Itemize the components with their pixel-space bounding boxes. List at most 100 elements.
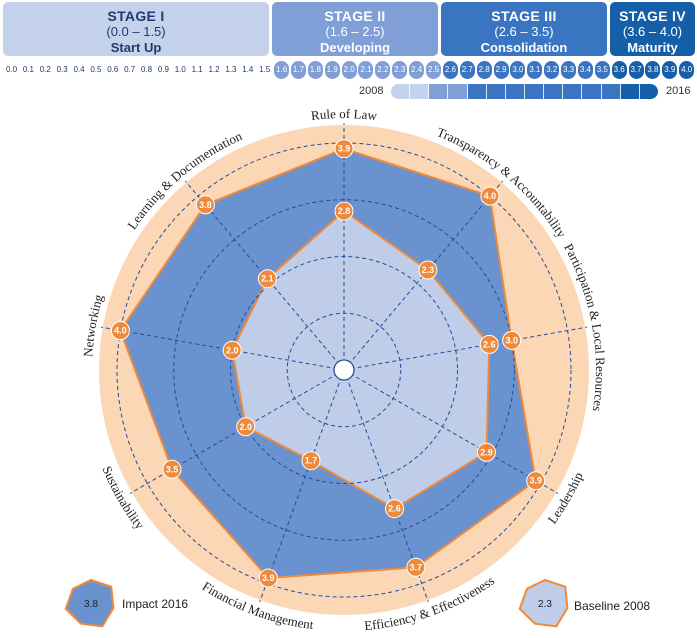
scale-tick: 2.3	[392, 61, 408, 79]
stage-2-title: STAGE II	[324, 8, 386, 24]
scale-tick: 0.5	[88, 61, 104, 79]
stage-4-range: (3.6 – 4.0)	[622, 24, 683, 39]
scale-tick: 1.8	[307, 61, 323, 79]
scale-tick: 1.7	[290, 61, 306, 79]
timeline-segment	[563, 84, 583, 99]
impact-value-label: 3.8	[199, 200, 212, 210]
baseline-value-marker	[257, 269, 277, 289]
timeline-start-label: 2008	[359, 85, 384, 97]
axis-label-text: Rule of Law	[310, 106, 378, 123]
stage-4-box: STAGE IV (3.6 – 4.0) Maturity	[610, 2, 695, 56]
baseline-value-marker	[236, 417, 256, 437]
scale-tick: 3.2	[544, 61, 560, 79]
stage-3-box: STAGE III (2.6 – 3.5) Consolidation	[441, 2, 607, 56]
impact-value-label: 3.9	[262, 573, 275, 583]
scale-tick: 3.1	[527, 61, 543, 79]
scale-tick: 2.6	[442, 61, 458, 79]
timeline-bar	[391, 84, 658, 99]
impact-value-marker	[162, 459, 182, 479]
scale-tick: 1.4	[240, 61, 256, 79]
scale-tick: 2.1	[358, 61, 374, 79]
baseline-value-label: 2.1	[261, 274, 274, 284]
stage-3-title: STAGE III	[491, 8, 557, 24]
scale-tick: 0.1	[20, 61, 36, 79]
scale-tick: 0.3	[54, 61, 70, 79]
baseline-value-marker	[334, 201, 354, 221]
axis-spoke	[184, 180, 345, 371]
stage-1-box: STAGE I (0.0 – 1.5) Start Up	[3, 2, 269, 56]
impact-value-marker	[110, 321, 130, 341]
baseline-2008-area	[231, 209, 491, 510]
timeline-segment	[467, 84, 487, 99]
scale-tick: 2.2	[375, 61, 391, 79]
scale-tick: 3.5	[594, 61, 610, 79]
baseline-value-label: 2.0	[226, 345, 239, 355]
baseline-value-label: 2.3	[422, 265, 435, 275]
scale-tick: 2.4	[409, 61, 425, 79]
stage-4-title: STAGE IV	[619, 8, 686, 24]
impact-value-label: 3.0	[505, 335, 518, 345]
axis-spoke	[100, 326, 345, 371]
axis-spoke	[343, 369, 559, 494]
timeline-segment	[524, 84, 545, 99]
axis-spoke	[259, 369, 345, 603]
scale-tick: 0.4	[71, 61, 87, 79]
grid-circle	[116, 142, 572, 598]
scale-tick: 2.5	[426, 61, 441, 79]
scale-tick: 2.7	[459, 61, 475, 79]
scale-tick: 3.7	[628, 61, 644, 79]
impact-value-marker	[258, 568, 278, 588]
impact-value-label: 3.9	[338, 144, 351, 154]
baseline-value-marker	[385, 499, 404, 519]
scale-tick: 1.0	[172, 61, 188, 79]
scale-tick: 3.9	[662, 61, 678, 79]
scale-tick: 1.2	[206, 61, 222, 79]
baseline-value-marker	[418, 260, 438, 280]
legend-impact-sample: 3.8	[84, 599, 98, 610]
stage-3-label: Consolidation	[480, 40, 568, 55]
impact-value-marker	[195, 195, 215, 215]
stage-1-title: STAGE I	[107, 8, 165, 24]
scale-tick: 2.8	[476, 61, 492, 79]
legend-impact-swatch	[64, 578, 115, 628]
scale-tick: 1.3	[223, 61, 239, 79]
scale-tick: 1.9	[324, 61, 340, 79]
legend-baseline-label: Baseline 2008	[574, 599, 651, 613]
stage-2-label: Developing	[319, 40, 391, 55]
scale-tick: 0.7	[122, 61, 138, 79]
timeline-segment	[620, 84, 640, 99]
impact-value-label: 3.9	[529, 476, 542, 486]
scale-tick: 1.5	[257, 61, 273, 79]
baseline-value-label: 1.7	[305, 456, 318, 466]
scale-tick: 0.2	[37, 61, 53, 79]
scale-tick: 2.0	[341, 61, 357, 79]
stage-3-range: (2.6 – 3.5)	[494, 24, 554, 39]
axis-spoke	[343, 326, 588, 371]
stage-1-label: Start Up	[110, 40, 162, 55]
timeline-segment	[544, 84, 564, 99]
scale-tick: 0.6	[105, 61, 121, 79]
baseline-value-label: 2.8	[338, 206, 351, 216]
baseline-value-marker	[301, 451, 321, 471]
baseline-value-marker	[477, 442, 496, 462]
baseline-value-label: 2.0	[239, 422, 252, 432]
scale-tick: 3.0	[510, 61, 526, 79]
timeline-end-label: 2016	[666, 85, 691, 97]
impact-value-marker	[334, 139, 354, 159]
impact-value-marker	[480, 186, 500, 206]
scale-tick: 3.6	[611, 61, 627, 79]
scale-tick: 3.3	[561, 61, 577, 79]
impact-value-label: 4.0	[484, 191, 497, 201]
baseline-value-label: 2.9	[480, 447, 493, 457]
baseline-value-label: 2.6	[483, 339, 496, 349]
impact-value-marker	[406, 557, 426, 577]
timeline-segment	[448, 84, 468, 99]
axis-label: Rule of Law	[310, 106, 378, 123]
impact-value-marker	[526, 471, 546, 491]
timeline-segment	[429, 84, 449, 99]
legend-baseline-swatch	[518, 578, 569, 628]
timeline-segment	[391, 84, 411, 99]
baseline-value-marker	[222, 340, 242, 360]
timeline-segment	[601, 84, 621, 99]
impact-value-marker	[502, 330, 522, 350]
